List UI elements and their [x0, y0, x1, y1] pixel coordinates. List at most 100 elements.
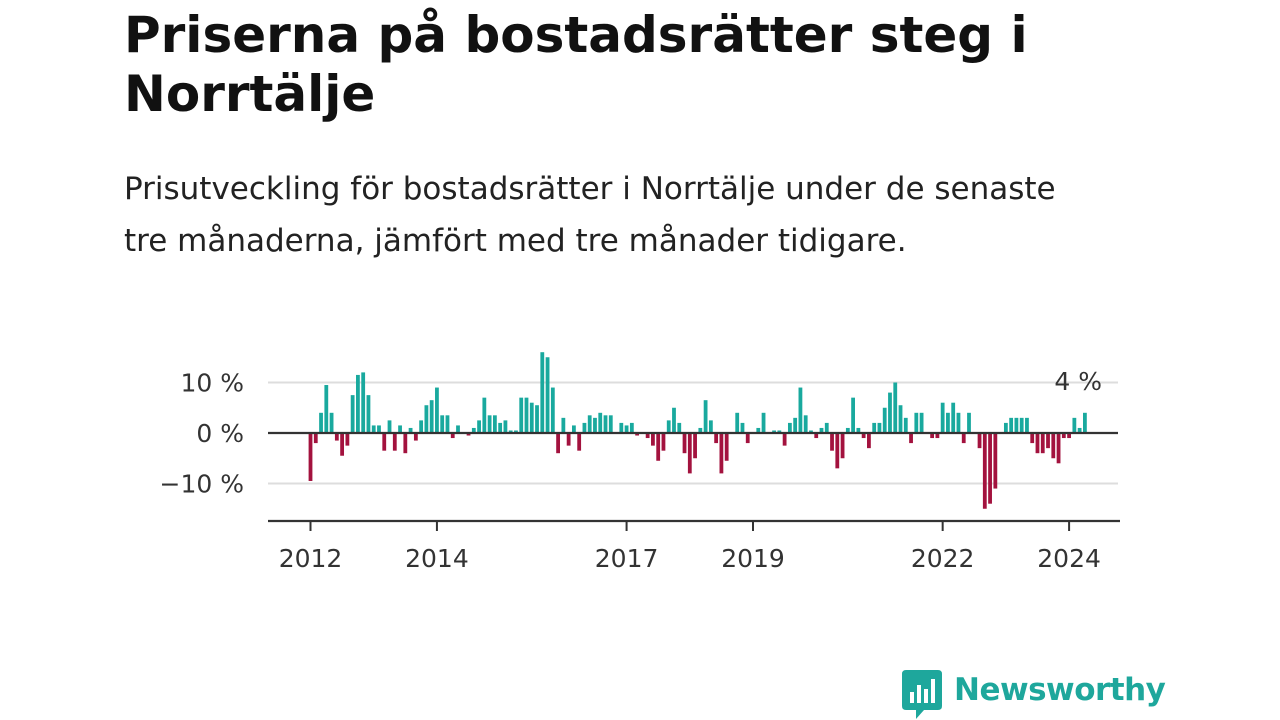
bar	[577, 433, 582, 451]
bar	[898, 405, 903, 433]
bar	[413, 433, 418, 441]
bar	[529, 402, 534, 433]
bar	[524, 397, 529, 433]
bar	[861, 433, 866, 439]
bar	[635, 433, 640, 436]
chart-title: Priserna på bostadsrätter steg i Norrtäl…	[124, 6, 1028, 123]
bar	[319, 412, 323, 433]
bar	[740, 422, 745, 433]
bar	[419, 420, 424, 434]
bar	[519, 397, 524, 433]
bar	[492, 415, 497, 433]
bar	[1061, 433, 1066, 439]
bar	[1040, 433, 1045, 454]
bar	[329, 412, 334, 433]
bar	[1067, 433, 1071, 439]
chart-subtitle: Prisutveckling för bostadsrätter i Norrt…	[124, 171, 1056, 259]
bar	[666, 420, 671, 434]
bar	[756, 427, 761, 433]
bar	[798, 387, 803, 433]
bar	[698, 427, 703, 433]
bar	[1003, 422, 1008, 433]
bar	[535, 405, 539, 433]
bar	[1077, 427, 1082, 433]
bar	[982, 433, 987, 509]
bar	[682, 433, 687, 454]
bar	[882, 407, 887, 433]
bar	[308, 433, 313, 481]
bar-chart: 10 % 0 % −10 % 2012 2014 2017 2019 2022 2024 4 %	[160, 352, 1120, 573]
gridlines	[268, 381, 1118, 485]
bar	[803, 415, 808, 433]
bar	[840, 433, 845, 459]
bar	[914, 412, 919, 433]
last-value-label: 4 %	[1054, 367, 1102, 396]
y-tick-label: −10 %	[160, 470, 244, 499]
bar	[888, 392, 892, 433]
bar	[466, 433, 471, 436]
bar	[835, 433, 840, 469]
bar	[503, 420, 508, 434]
bar	[993, 433, 998, 489]
bar	[356, 374, 360, 433]
bar	[1035, 433, 1040, 454]
bar	[719, 433, 724, 474]
bars	[308, 352, 1087, 509]
bar	[651, 433, 655, 446]
bar	[677, 422, 682, 433]
bar	[819, 427, 824, 433]
bar	[598, 412, 603, 433]
x-tick-label: 2019	[721, 544, 785, 573]
bar	[424, 405, 429, 433]
bar	[550, 387, 555, 433]
x-tick-label: 2012	[279, 544, 343, 573]
bar	[693, 433, 697, 459]
bar	[793, 417, 798, 433]
labels: 10 % 0 % −10 % 2012 2014 2017 2019 2022 2024 4 %	[160, 367, 1102, 573]
x-tick-label: 2014	[405, 544, 469, 573]
bar	[1056, 433, 1061, 464]
bar	[977, 433, 982, 449]
bar	[856, 427, 861, 433]
bar	[629, 422, 634, 433]
bar	[872, 422, 877, 433]
bar	[893, 382, 898, 433]
bar	[545, 357, 550, 433]
bar	[340, 433, 345, 456]
y-tick-label: 0 %	[196, 419, 244, 448]
bar	[624, 425, 629, 433]
bar	[851, 397, 855, 433]
bar	[787, 422, 792, 433]
bar	[1030, 433, 1035, 444]
bar	[566, 433, 571, 446]
bar	[930, 433, 935, 439]
bar	[1083, 412, 1087, 433]
bar	[440, 415, 445, 433]
bar	[1014, 417, 1019, 433]
bar	[877, 422, 882, 433]
bar	[909, 433, 913, 444]
y-tick-label: 10 %	[180, 369, 244, 398]
bar	[946, 412, 950, 433]
bar	[445, 415, 450, 433]
bar	[935, 433, 940, 439]
bar	[724, 433, 729, 461]
bar	[429, 400, 434, 433]
bar	[556, 433, 560, 454]
bar	[587, 415, 592, 433]
bar	[940, 402, 945, 433]
bar	[1072, 417, 1077, 433]
bar	[1019, 417, 1024, 433]
bar	[482, 397, 487, 433]
newsworthy-chart-bubble-icon	[902, 670, 942, 719]
bar	[471, 427, 476, 433]
bar	[387, 420, 392, 434]
bar	[687, 433, 692, 474]
bar	[508, 430, 513, 433]
bar	[745, 433, 750, 444]
bar	[703, 400, 708, 433]
x-tick-label: 2024	[1037, 544, 1101, 573]
bar	[735, 412, 740, 433]
bar	[398, 425, 402, 433]
bar	[350, 395, 355, 434]
